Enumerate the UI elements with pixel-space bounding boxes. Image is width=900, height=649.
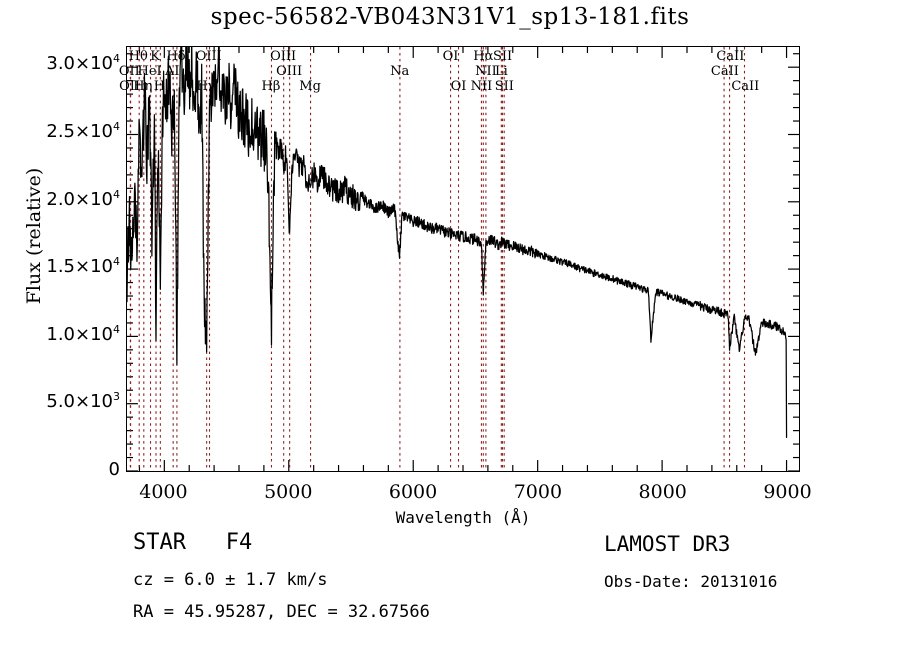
- spectrum-canvas: [127, 47, 799, 471]
- y-tick-label: 1.5×104: [46, 255, 120, 278]
- spectral-line-label: OII: [118, 64, 140, 79]
- x-tick-label: 5000: [264, 481, 313, 503]
- page-title: spec-56582-VB043N31V1_sp13-181.fits: [210, 4, 690, 30]
- spectral-line-label: H: [153, 79, 166, 94]
- y-tick-label: 3.0×104: [46, 52, 120, 75]
- spectral-line-label: OI: [442, 49, 459, 64]
- spectral-line-label: OII: [119, 79, 141, 94]
- y-axis-tick-labels: 0 5.0×103 1.0×104 1.5×104 2.0×104 2.5×104 3.0×…: [0, 0, 120, 649]
- spectral-line-label: K: [150, 49, 160, 64]
- y-tick-exponent: 4: [113, 52, 120, 66]
- spectral-line-label: OIII: [195, 49, 222, 64]
- spectral-type: F4: [225, 530, 253, 555]
- y-tick-exponent: 4: [113, 119, 120, 133]
- x-tick-label: 7000: [513, 481, 563, 503]
- x-axis-label: Wavelength (Å): [395, 508, 531, 527]
- x-tick-label: 4000: [139, 481, 188, 503]
- spectral-line-label: SII: [492, 49, 513, 64]
- spectral-line-label: CaII: [731, 79, 760, 94]
- spectral-line-label: SII: [494, 79, 514, 94]
- x-tick-label: 8000: [638, 481, 687, 503]
- spectral-line-label: CaII: [710, 64, 739, 79]
- object-class: STAR: [133, 530, 186, 555]
- y-axis-label: Flux (relative): [23, 167, 45, 305]
- y-tick-exponent: 4: [113, 322, 120, 336]
- x-tick-label: 9000: [763, 481, 812, 503]
- spectral-line-label: AI: [165, 64, 180, 79]
- spectral-line-label: OI: [450, 79, 467, 94]
- object-classification: STAR F4: [133, 530, 252, 555]
- spectral-line-label: Hγ: [196, 79, 216, 94]
- spectrum-plot: [126, 46, 800, 472]
- sky-coordinates: RA = 45.95287, DEC = 32.67566: [133, 602, 430, 622]
- spectral-line-label: CaII: [716, 49, 745, 64]
- spectral-line-label: Mg: [299, 79, 321, 94]
- radial-velocity: cz = 6.0 ± 1.7 km/s: [133, 570, 328, 590]
- y-tick-label: 0: [108, 459, 120, 480]
- spectral-line-label: NII: [470, 79, 493, 94]
- y-tick-exponent: 3: [113, 390, 120, 404]
- metadata-footer: STAR F4 cz = 6.0 ± 1.7 km/s RA = 45.9528…: [0, 530, 900, 640]
- x-tick-label: 6000: [388, 481, 438, 503]
- y-tick-label: 1.0×104: [46, 322, 120, 345]
- spectral-line-label: Hθ: [128, 49, 148, 64]
- survey-name: LAMOST DR3: [604, 532, 731, 556]
- spectral-line-label: Hδ: [166, 49, 186, 64]
- y-tick-exponent: 4: [113, 255, 120, 269]
- y-tick-label: 2.0×104: [46, 187, 120, 210]
- y-tick-label: 2.5×104: [46, 119, 120, 142]
- spectral-line-label: Hη: [133, 79, 153, 94]
- y-tick-label: 5.0×103: [46, 390, 120, 413]
- spectral-line-label: Li: [495, 64, 508, 79]
- spectral-line-label: OIII: [270, 49, 297, 64]
- spectral-line-label: OIII: [276, 64, 303, 79]
- spectral-line-label: HeI: [137, 64, 162, 79]
- spectral-line-label: NII: [475, 64, 497, 79]
- spectral-line-label: Hα: [473, 49, 494, 64]
- spectral-line-label: Hβ: [261, 79, 281, 94]
- spectral-line-label: Na: [390, 64, 410, 79]
- y-tick-exponent: 4: [113, 187, 120, 201]
- observation-date: Obs-Date: 20131016: [604, 572, 778, 591]
